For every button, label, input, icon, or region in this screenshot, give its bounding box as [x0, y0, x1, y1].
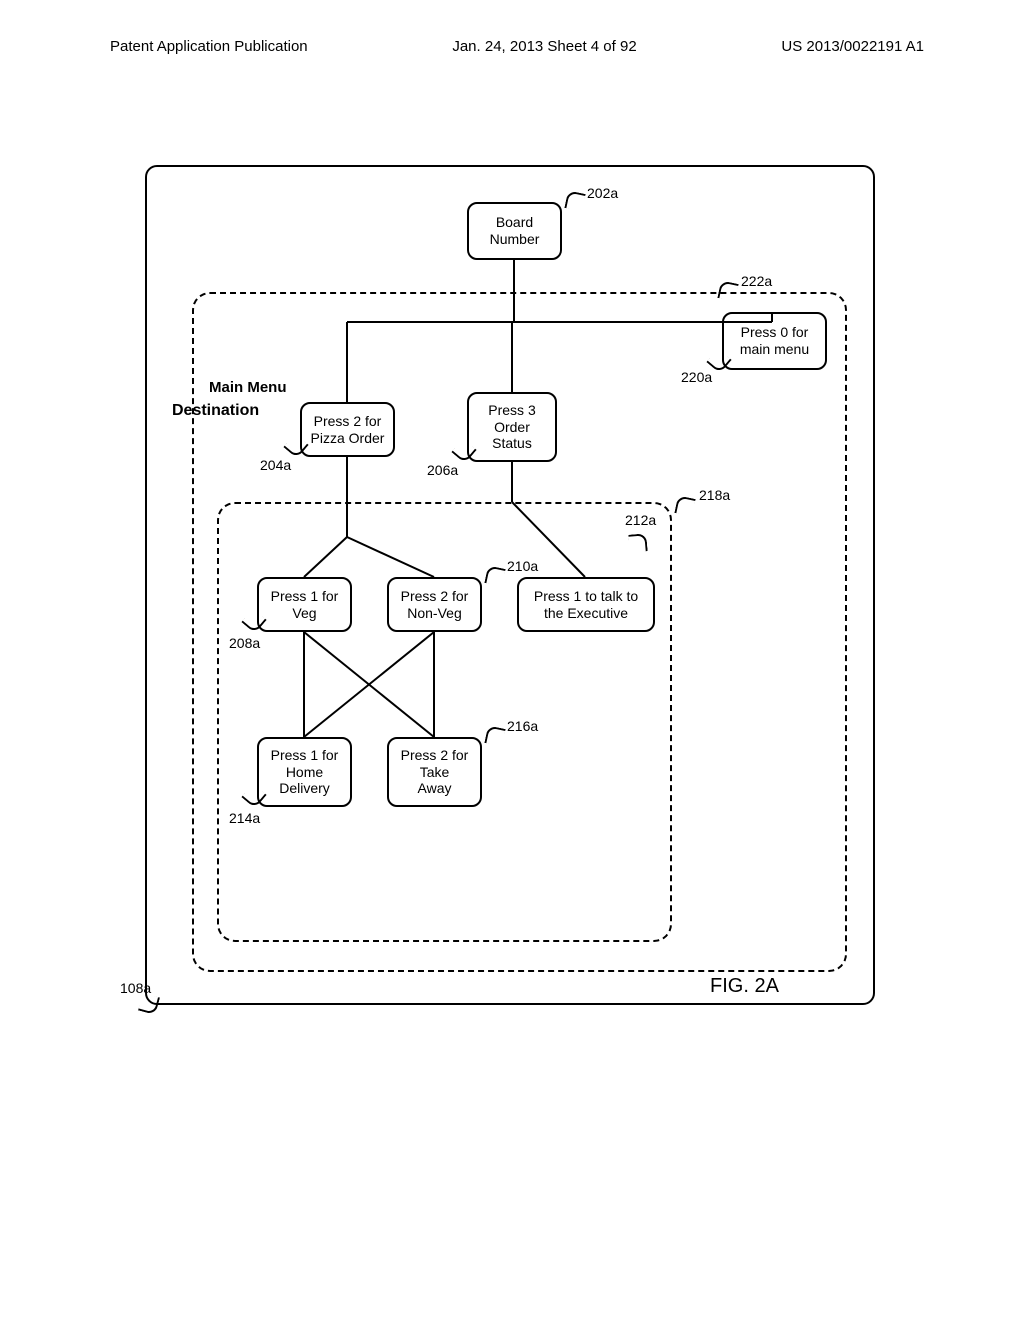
order-status-box: Press 3 Order Status — [467, 392, 557, 462]
nonveg-ref: 210a — [507, 558, 538, 574]
inner-region — [217, 502, 672, 942]
veg-text: Press 1 for Veg — [271, 588, 339, 622]
take-away-text: Press 2 for Take Away — [401, 747, 469, 797]
nonveg-text: Press 2 for Non-Veg — [401, 588, 469, 622]
header-center: Jan. 24, 2013 Sheet 4 of 92 — [452, 38, 636, 55]
home-delivery-ref: 214a — [229, 810, 260, 826]
outer-frame: Destination Board Number 202a Main Menu … — [145, 165, 875, 1005]
pizza-order-text: Press 2 for Pizza Order — [311, 413, 385, 447]
inner-region-ref: 218a — [699, 487, 730, 503]
take-away-ref: 216a — [507, 718, 538, 734]
main-menu-region-ref: 222a — [741, 273, 772, 289]
main-menu-region-arc — [717, 280, 738, 301]
header-right: US 2013/0022191 A1 — [781, 38, 924, 55]
main-menu-button-ref: 220a — [681, 369, 712, 385]
executive-text: Press 1 to talk to the Executive — [534, 588, 638, 622]
executive-box: Press 1 to talk to the Executive — [517, 577, 655, 632]
nonveg-box: Press 2 for Non-Veg — [387, 577, 482, 632]
executive-arc — [628, 533, 648, 553]
board-number-ref: 202a — [587, 185, 618, 201]
veg-box: Press 1 for Veg — [257, 577, 352, 632]
board-number-text: Board Number — [490, 214, 540, 248]
main-menu-button-text: Press 0 for main menu — [740, 324, 809, 358]
diagram-ref-arc — [138, 993, 160, 1015]
take-away-box: Press 2 for Take Away — [387, 737, 482, 807]
pizza-order-ref: 204a — [260, 457, 291, 473]
pizza-order-box: Press 2 for Pizza Order — [300, 402, 395, 457]
executive-ref: 212a — [625, 512, 656, 528]
board-number-arc — [564, 190, 585, 211]
order-status-ref: 206a — [427, 462, 458, 478]
main-menu-button-box: Press 0 for main menu — [722, 312, 827, 370]
board-number-box: Board Number — [467, 202, 562, 260]
main-menu-title: Main Menu — [209, 379, 287, 396]
veg-ref: 208a — [229, 635, 260, 651]
header-left: Patent Application Publication — [110, 38, 308, 55]
order-status-text: Press 3 Order Status — [488, 402, 535, 452]
home-delivery-text: Press 1 for Home Delivery — [271, 747, 339, 797]
home-delivery-box: Press 1 for Home Delivery — [257, 737, 352, 807]
